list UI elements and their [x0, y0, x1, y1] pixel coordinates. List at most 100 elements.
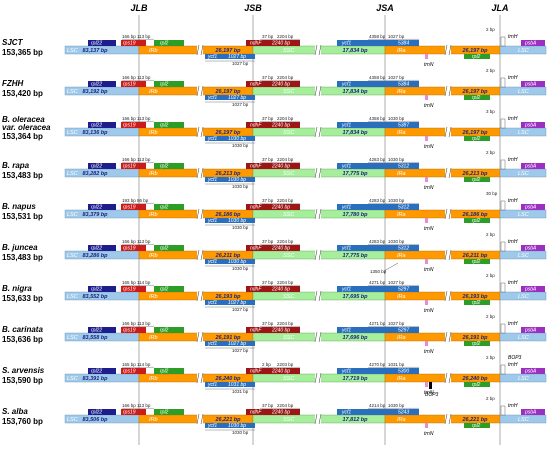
lsc-size: 83,552 bp — [82, 294, 108, 300]
rps19-bp-left: 166 bp — [122, 239, 136, 244]
gene-ycf1-fragment — [205, 300, 255, 305]
ndhf-bp-left: 37 bp — [262, 198, 274, 203]
gene-ycf1 — [337, 122, 419, 128]
break-mark-irb — [197, 127, 203, 137]
ira-size: 26,221 bp — [461, 417, 488, 423]
break-mark-ira-slash-a — [444, 44, 448, 56]
gene-rpl22 — [88, 409, 116, 415]
gene-ycf1-length: 5384 — [398, 41, 409, 47]
gene-rpl2 — [154, 245, 184, 251]
ycf1-bp-left: 4358 bp — [369, 34, 386, 39]
ira-size: 26,197 bp — [461, 89, 488, 95]
gene-rpl2-right — [464, 218, 490, 223]
gene-rpl2 — [154, 122, 184, 128]
gene-rpl2-right-label: rpl2 — [472, 423, 481, 429]
gene-rpl2-label: rpl2 — [160, 205, 169, 211]
gene-rpl22-label: rpl22 — [91, 410, 102, 416]
genome-size: 153,633 bp — [2, 294, 43, 303]
gene-rps19 — [121, 368, 146, 374]
break-mark-ira — [445, 209, 451, 219]
gene-ndhf-length: 2240 bp — [271, 41, 290, 47]
genome-size: 153,531 bp — [2, 212, 43, 221]
gene-ycf1 — [337, 81, 419, 87]
trnh-bp: 2 bp — [486, 27, 495, 32]
gene-trnh — [500, 282, 506, 293]
ycf1-bp-left: 4214 bp — [369, 403, 386, 408]
break-mark-ira-slash-a — [444, 167, 448, 179]
ndhf-bp-right: 2204 bp — [277, 280, 294, 285]
ycf1-fragment-bp: 1030 bp — [232, 430, 249, 435]
gene-ycf1-fragment — [205, 177, 255, 182]
gene-ycf1-label: ycf1 — [341, 164, 351, 170]
gene-ndhf-length: 2240 bp — [271, 328, 290, 334]
gene-ycf1-length: 5312 — [398, 164, 409, 170]
gene-trnh-label: trnH — [508, 198, 518, 204]
lsc-label: LSC — [67, 335, 78, 341]
gene-ycf1-fragment-length: 1030 bp — [228, 136, 246, 142]
gene-trnh-label: trnH — [508, 116, 518, 122]
break-mark-ira — [445, 127, 451, 137]
break-mark-ira-slash-b — [448, 44, 452, 56]
gene-rpl2-label: rpl2 — [160, 369, 169, 375]
gene-psba — [521, 368, 545, 374]
break-mark-ssc — [315, 291, 321, 301]
gene-ycf1-length: 5312 — [398, 246, 409, 252]
ssc-label: SSC — [283, 89, 294, 95]
gene-psba — [521, 204, 545, 210]
gene-rpl22-label: rpl22 — [91, 123, 102, 129]
irb-label: IRb — [149, 130, 158, 136]
break-mark-ssc — [315, 127, 321, 137]
gene-ycf1-label: ycf1 — [341, 41, 351, 47]
gene-psba-label: psbA — [524, 410, 537, 416]
ycf1-bp-right: 1030 bp — [388, 116, 405, 121]
gene-rpl2-label: rpl2 — [160, 123, 169, 129]
break-mark-ssc-slash-b — [318, 126, 322, 138]
gene-ycf1 — [337, 368, 419, 374]
lsc-label: LSC — [67, 376, 78, 382]
break-mark-ira-slash-a — [444, 372, 448, 384]
gene-psba — [521, 286, 545, 292]
ycf1-bp-left: 4283 bp — [369, 198, 386, 203]
gene-ycf1-fragment-label: ycf1 — [207, 218, 217, 224]
ssc-size: 17,695 bp — [342, 294, 368, 300]
gene-rps19 — [121, 81, 146, 87]
ndhf-bp-right: 2204 bp — [277, 321, 294, 326]
gene-ycf1-length: 5243 — [398, 410, 409, 416]
gene-trnh-label: trnH — [508, 280, 518, 286]
ndhf-bp-left: 37 bp — [262, 157, 274, 162]
gene-ndhf-label: ndhF — [250, 410, 262, 416]
lsc-label: LSC — [67, 253, 78, 259]
ira-size: 26,193 bp — [461, 294, 488, 300]
break-mark-irb-slash-b — [200, 331, 204, 343]
gene-ycf1-fragment — [205, 341, 255, 346]
species-name: B. nigra — [2, 284, 32, 293]
gene-rpl22-label: rpl22 — [91, 205, 102, 211]
gene-psba — [521, 327, 545, 333]
gene-rpl2-label: rpl2 — [160, 328, 169, 334]
lsc-label-right: LSC — [518, 294, 529, 300]
gene-ycf1-fragment — [205, 218, 255, 223]
gene-ndhf-label: ndhF — [250, 164, 262, 170]
gene-rpl2 — [154, 286, 184, 292]
break-mark-irb-slash-b — [200, 167, 204, 179]
gene-psba — [521, 245, 545, 251]
gene-rps19 — [121, 245, 146, 251]
gene-trnn-label: trnN — [424, 185, 434, 191]
gene-rpl2-right-label: rpl2 — [472, 382, 481, 388]
lsc-size: 83,286 bp — [82, 253, 108, 259]
ssc-size: 17,834 bp — [342, 130, 368, 136]
gene-psba-label: psbA — [524, 41, 537, 47]
gene-psba-label: psbA — [524, 205, 537, 211]
lsc-label: LSC — [67, 48, 78, 54]
lsc-size: 83,137 bp — [82, 48, 108, 54]
ycf1-bp-left: 4271 bp — [369, 280, 386, 285]
rps19-bp-left: 166 bp — [122, 321, 136, 326]
irb-size: 26,186 bp — [214, 212, 241, 218]
gene-rpl22-label: rpl22 — [91, 82, 102, 88]
gene-trnn — [425, 341, 428, 346]
gene-ycf1-fragment-label: ycf1 — [207, 341, 217, 347]
gene-psba — [521, 81, 545, 87]
